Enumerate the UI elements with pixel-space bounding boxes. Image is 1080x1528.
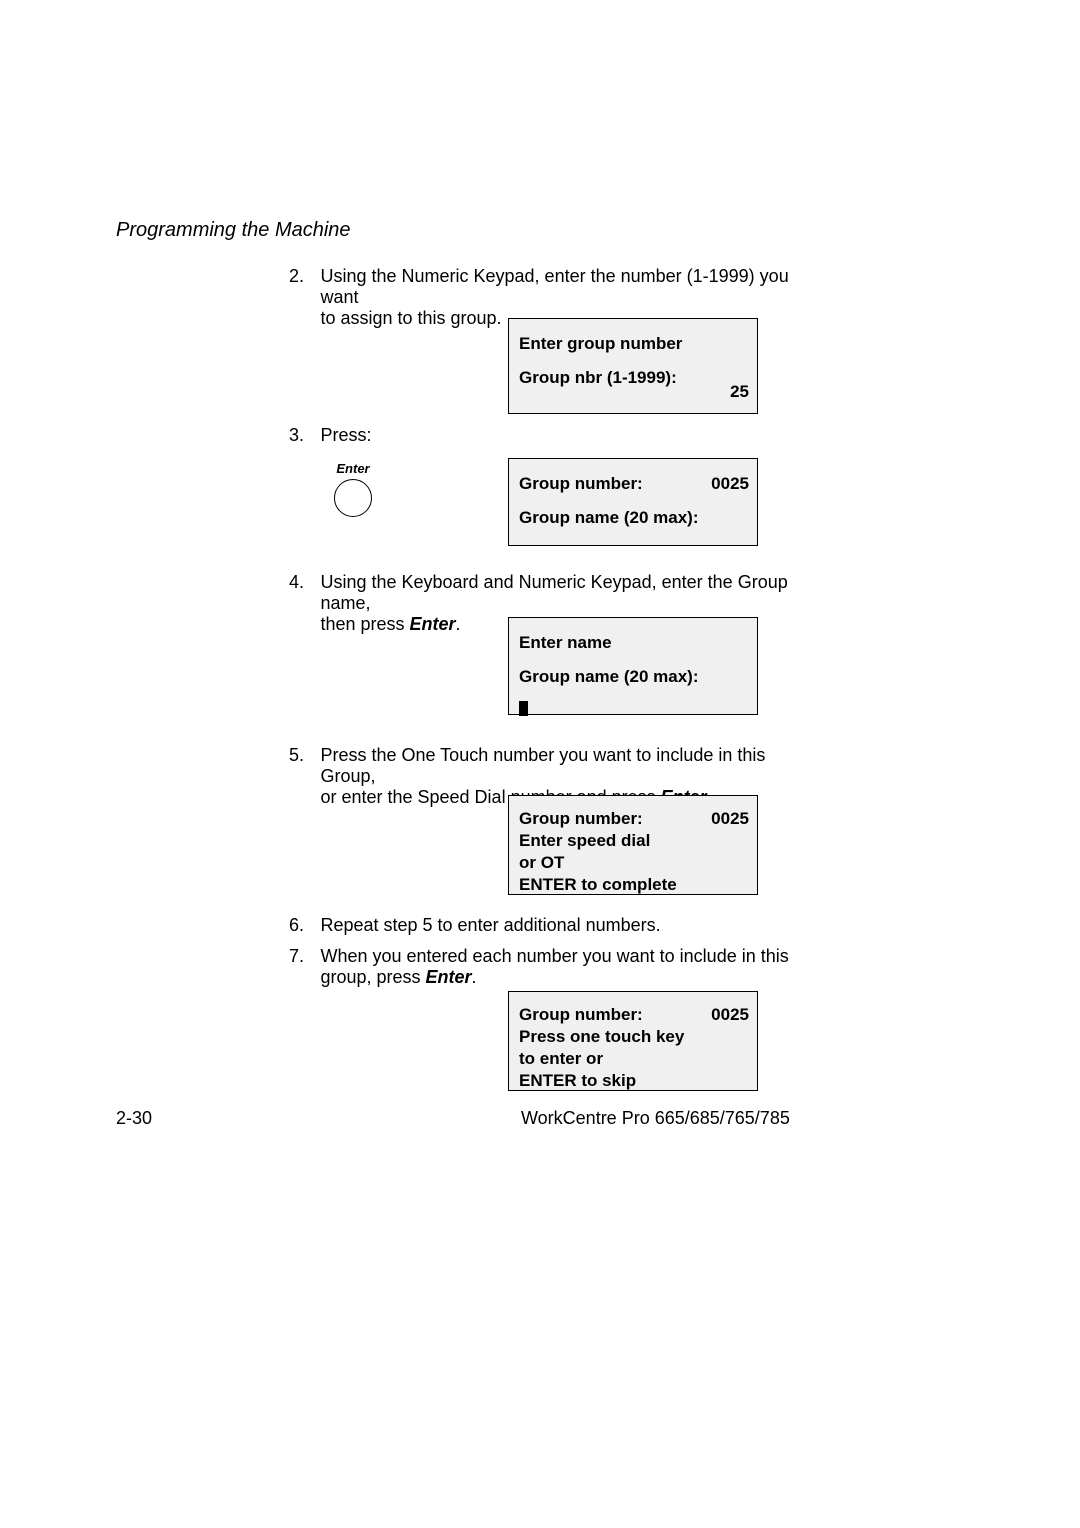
step-6-text: Repeat step 5 to enter additional number…	[320, 915, 660, 936]
enter-button-label: Enter	[328, 461, 378, 476]
display-group-number-name: Group number: 0025 Group name (20 max):	[508, 458, 758, 546]
d2-line2: Group name (20 max):	[519, 505, 747, 531]
enter-button[interactable]: Enter	[328, 461, 378, 517]
display-enter-group-number: Enter group number Group nbr (1-1999): 2…	[508, 318, 758, 414]
step-7-enter: Enter	[426, 967, 472, 987]
step-3-number: 3.	[276, 425, 304, 446]
step-5-text-a: Press the One Touch number you want to i…	[320, 745, 765, 786]
display-enter-name: Enter name Group name (20 max):	[508, 617, 758, 715]
d5-line1-label: Group number:	[519, 1005, 643, 1024]
step-6: 6. Repeat step 5 to enter additional num…	[276, 915, 661, 936]
step-7: 7. When you entered each number you want…	[276, 946, 789, 988]
section-title: Programming the Machine	[116, 219, 351, 242]
step-7-text-b-prefix: group, press	[320, 967, 425, 987]
d4-line2: Enter speed dial	[519, 830, 747, 852]
product-name: WorkCentre Pro 665/685/765/785	[521, 1108, 790, 1129]
step-2-number: 2.	[276, 266, 304, 287]
d2-line1-value: 0025	[711, 471, 749, 497]
step-7-text-a: When you entered each number you want to…	[320, 946, 788, 966]
d5-line3: to enter or	[519, 1048, 747, 1070]
d1-line1: Enter group number	[519, 331, 747, 357]
step-4-text-b-suffix: .	[456, 614, 461, 634]
step-4-text-a: Using the Keyboard and Numeric Keypad, e…	[320, 572, 787, 613]
step-4-enter: Enter	[410, 614, 456, 634]
display-press-one-touch: Group number: 0025 Press one touch key t…	[508, 991, 758, 1091]
d2-line1-label: Group number:	[519, 474, 643, 493]
d4-line1-label: Group number:	[519, 809, 643, 828]
display-enter-speed-dial: Group number: 0025 Enter speed dial or O…	[508, 795, 758, 895]
enter-button-icon	[334, 479, 372, 517]
d3-line2: Group name (20 max):	[519, 664, 747, 690]
d5-line1-value: 0025	[711, 1004, 749, 1026]
step-7-number: 7.	[276, 946, 304, 967]
page: Programming the Machine 2. Using the Num…	[0, 0, 1080, 1528]
d5-line4: ENTER to skip	[519, 1070, 747, 1092]
d4-line4: ENTER to complete	[519, 874, 747, 896]
d4-line1-value: 0025	[711, 808, 749, 830]
step-5-number: 5.	[276, 745, 304, 766]
page-number: 2-30	[116, 1108, 152, 1129]
d4-line3: or OT	[519, 852, 747, 874]
step-6-number: 6.	[276, 915, 304, 936]
step-2-text-b: to assign to this group.	[320, 308, 501, 328]
d3-line1: Enter name	[519, 630, 747, 656]
step-4-text-b-prefix: then press	[320, 614, 409, 634]
step-2-text-a: Using the Numeric Keypad, enter the numb…	[320, 266, 788, 307]
d1-value: 25	[730, 379, 749, 405]
d5-line2: Press one touch key	[519, 1026, 747, 1048]
step-3-text: Press:	[320, 425, 371, 446]
cursor-icon	[519, 701, 528, 716]
step-4-number: 4.	[276, 572, 304, 593]
d1-line2: Group nbr (1-1999):	[519, 365, 747, 391]
step-3: 3. Press:	[276, 425, 371, 446]
step-7-text-b-suffix: .	[472, 967, 477, 987]
